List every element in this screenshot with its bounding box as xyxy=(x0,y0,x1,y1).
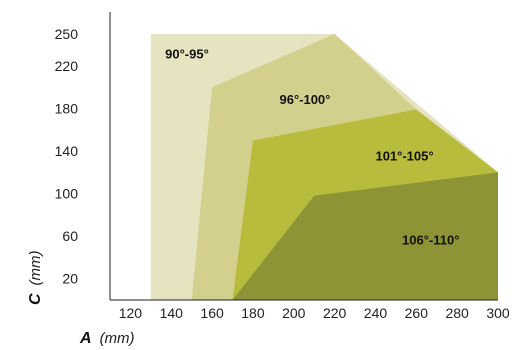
region-4 xyxy=(232,172,499,300)
region-label-1: 90°-95° xyxy=(165,46,209,61)
chart-regions xyxy=(150,34,499,300)
x-tick-label: 120 xyxy=(119,305,143,321)
x-tick-label: 180 xyxy=(241,305,265,321)
y-tick-label: 140 xyxy=(55,143,79,159)
y-axis-name: C xyxy=(27,293,44,305)
y-axis-label: C (mm) xyxy=(27,250,44,305)
y-tick-label: 250 xyxy=(55,26,79,42)
y-tick-label: 20 xyxy=(62,271,78,287)
x-axis-name: A xyxy=(79,330,92,347)
x-tick-label: 300 xyxy=(486,305,510,321)
x-axis-label: A (mm) xyxy=(79,330,135,347)
y-tick-labels: 20 60 100 140 180 220 250 xyxy=(55,26,79,287)
y-tick-label: 60 xyxy=(62,228,78,244)
y-tick-label: 100 xyxy=(55,186,79,202)
y-axis-unit: (mm) xyxy=(27,250,44,285)
x-tick-labels: 120 140 160 180 200 220 240 260 280 300 xyxy=(119,305,510,321)
y-tick-label: 220 xyxy=(55,58,79,74)
region-label-3: 101°-105° xyxy=(375,149,433,164)
x-tick-label: 280 xyxy=(445,305,469,321)
x-tick-label: 260 xyxy=(405,305,429,321)
region-label-4: 106°-110° xyxy=(402,233,459,248)
y-tick-label: 180 xyxy=(55,100,79,116)
x-tick-label: 220 xyxy=(323,305,347,321)
chart-region-labels: 90°-95° 96°-100° 101°-105° 106°-110° xyxy=(165,46,459,247)
region-label-2: 96°-100° xyxy=(279,92,330,107)
x-tick-label: 240 xyxy=(364,305,388,321)
x-axis-unit: (mm) xyxy=(100,330,135,347)
x-tick-label: 200 xyxy=(282,305,306,321)
x-tick-label: 140 xyxy=(160,305,184,321)
x-tick-label: 160 xyxy=(200,305,224,321)
